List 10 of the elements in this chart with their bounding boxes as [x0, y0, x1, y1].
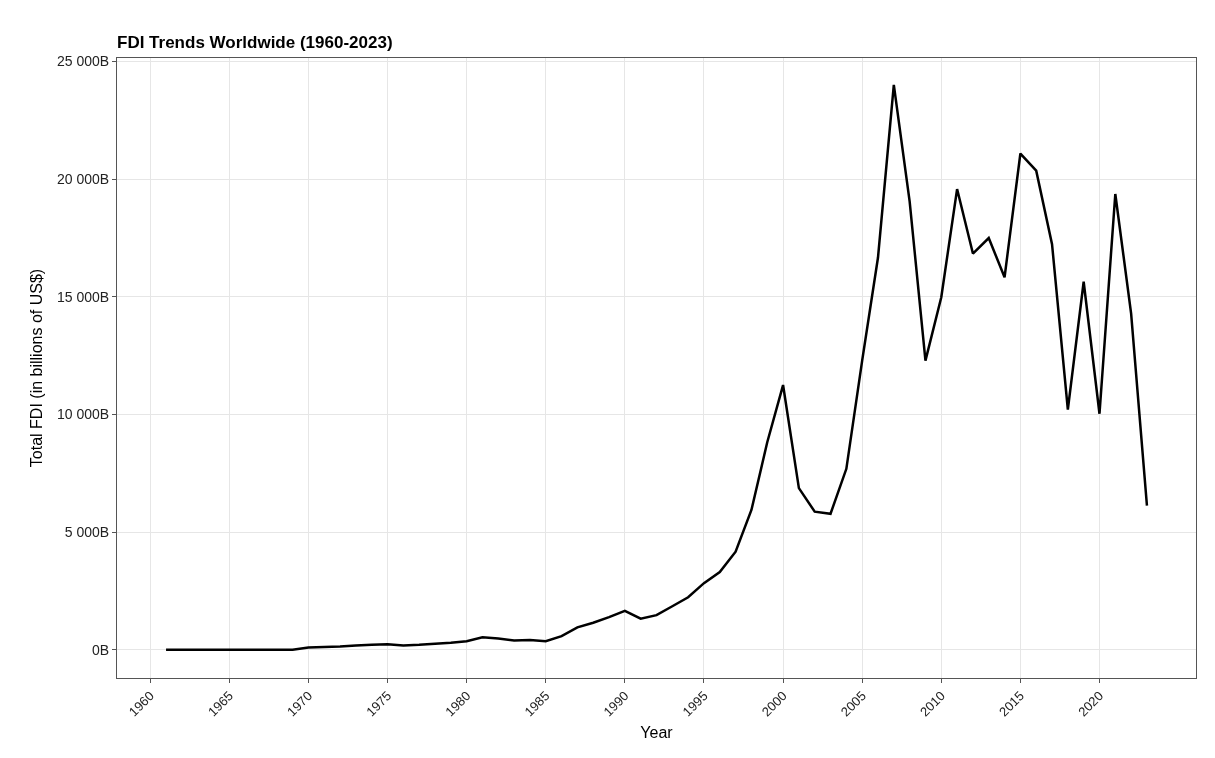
y-tick-label: 20 000B [57, 171, 110, 188]
chart-title: FDI Trends Worldwide (1960-2023) [117, 33, 393, 52]
y-axis-title: Total FDI (in billions of US$) [27, 268, 45, 468]
y-tick-label: 25 000B [57, 53, 110, 70]
y-tick-label: 10 000B [57, 406, 110, 423]
y-tick-label: 5 000B [64, 524, 110, 541]
line-series [164, 83, 1149, 652]
y-tick-label: 15 000B [57, 288, 110, 305]
x-axis-title: Year [640, 723, 674, 741]
y-tick-label: 0B [92, 641, 110, 658]
